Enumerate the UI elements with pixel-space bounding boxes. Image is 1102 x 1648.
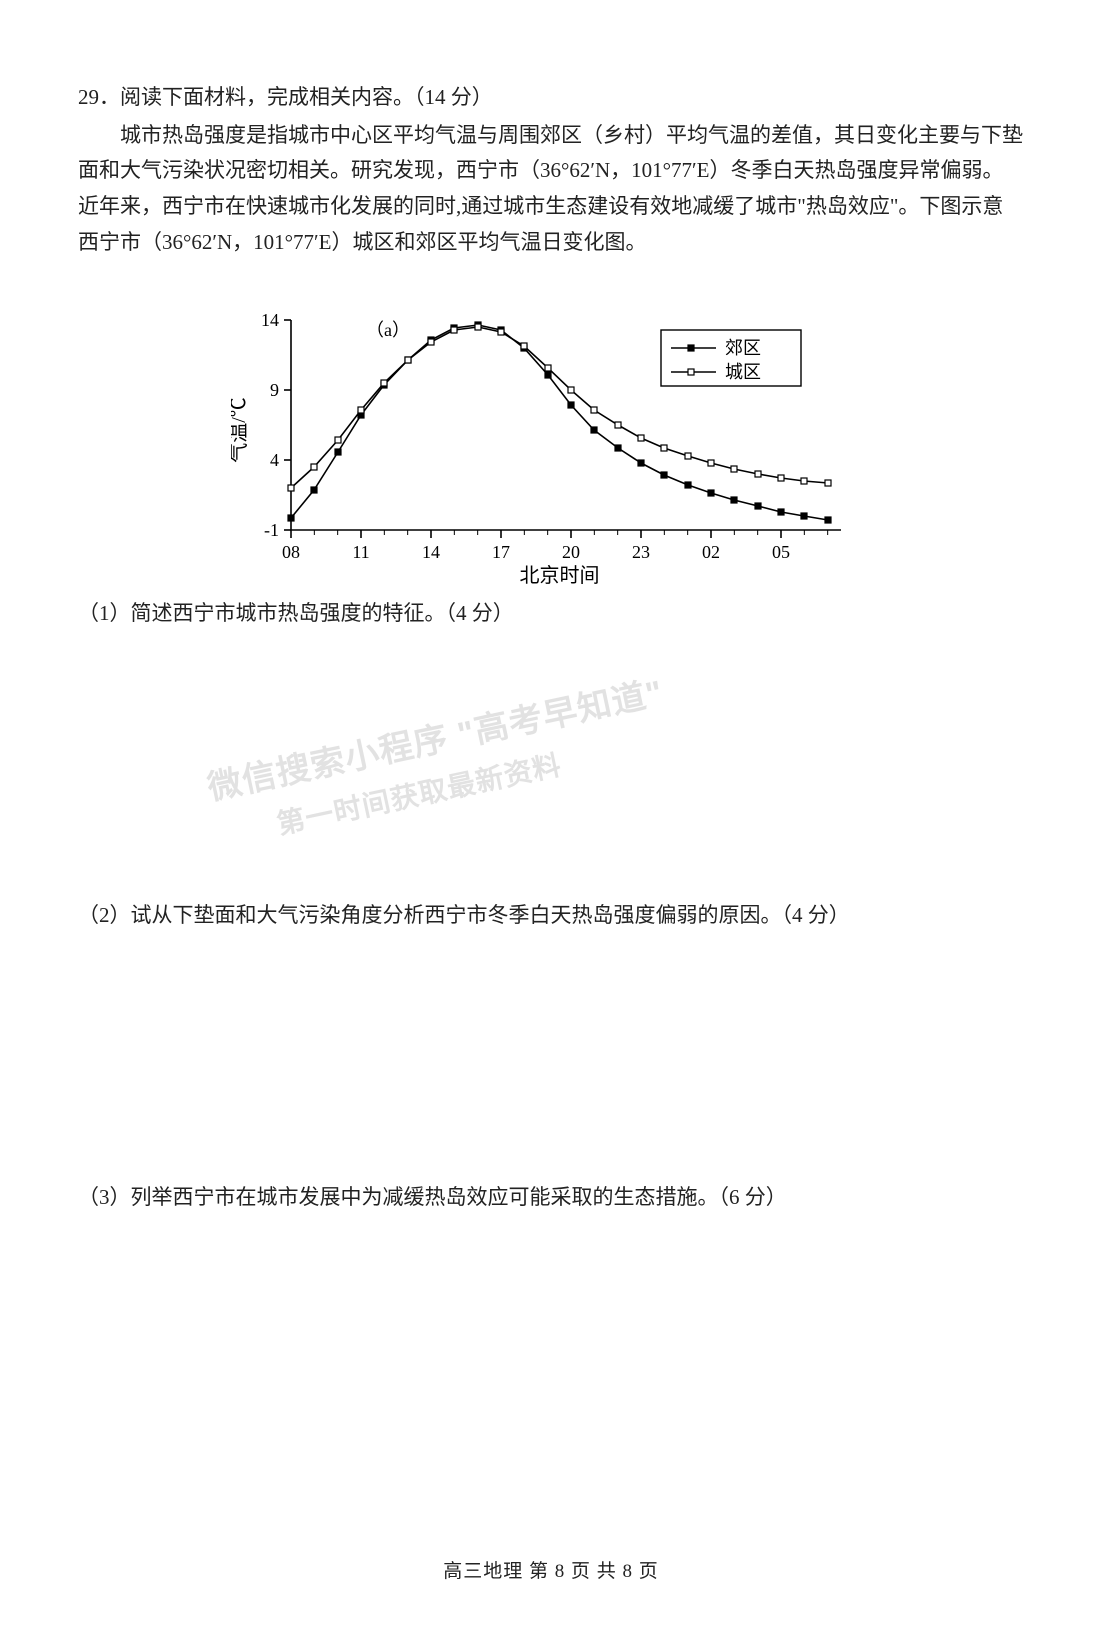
svg-text:14: 14 [261, 310, 279, 330]
watermark-line2: 第一时间获取最新资料 [272, 718, 678, 849]
svg-text:气温/℃: 气温/℃ [231, 398, 250, 464]
svg-text:20: 20 [562, 542, 580, 562]
temperature-chart: -1 4 9 14 气温/℃ 08 11 14 17 20 23 02 05 北京时间 （a） 郊区城区 [231, 270, 871, 590]
answer-space-2 [78, 934, 1024, 1174]
svg-text:23: 23 [632, 542, 650, 562]
watermark: 微信搜索小程序 "高考早知道" 第一时间获取最新资料 [203, 665, 679, 861]
question-number: 29． [78, 85, 120, 109]
svg-text:城区: 城区 [725, 362, 761, 382]
question-stem: 阅读下面材料，完成相关内容。（14 分） [120, 85, 493, 109]
subquestion-2: （2）试从下垫面和大气污染角度分析西宁市冬季白天热岛强度偏弱的原因。（4 分） [78, 898, 1024, 934]
svg-text:北京时间: 北京时间 [520, 564, 600, 587]
svg-text:08: 08 [282, 542, 300, 562]
svg-text:14: 14 [422, 542, 440, 562]
chart-svg: -1 4 9 14 气温/℃ 08 11 14 17 20 23 02 05 北京时间 （a） 郊区城区 [231, 270, 871, 590]
svg-text:（a）: （a） [366, 320, 410, 340]
subquestion-1: （1）简述西宁市城市热岛强度的特征。（4 分） [78, 596, 1024, 632]
svg-text:11: 11 [352, 542, 369, 562]
svg-text:02: 02 [702, 542, 720, 562]
page-footer: 高三地理 第 8 页 共 8 页 [78, 1556, 1024, 1588]
subquestion-3: （3）列举西宁市在城市发展中为减缓热岛效应可能采取的生态措施。（6 分） [78, 1180, 1024, 1216]
watermark-line1: 微信搜索小程序 "高考早知道" [204, 674, 666, 808]
question-passage: 城市热岛强度是指城市中心区平均气温与周围郊区（乡村）平均气温的差值，其日变化主要… [78, 118, 1024, 261]
svg-text:9: 9 [270, 380, 279, 400]
question-header: 29．阅读下面材料，完成相关内容。（14 分） [78, 80, 1024, 116]
svg-text:05: 05 [772, 542, 790, 562]
svg-text:4: 4 [270, 450, 279, 470]
answer-space-3 [78, 1216, 1024, 1546]
svg-text:17: 17 [492, 542, 510, 562]
svg-text:郊区: 郊区 [725, 338, 761, 358]
svg-text:-1: -1 [264, 520, 279, 540]
answer-space-1: 微信搜索小程序 "高考早知道" 第一时间获取最新资料 [78, 632, 1024, 892]
